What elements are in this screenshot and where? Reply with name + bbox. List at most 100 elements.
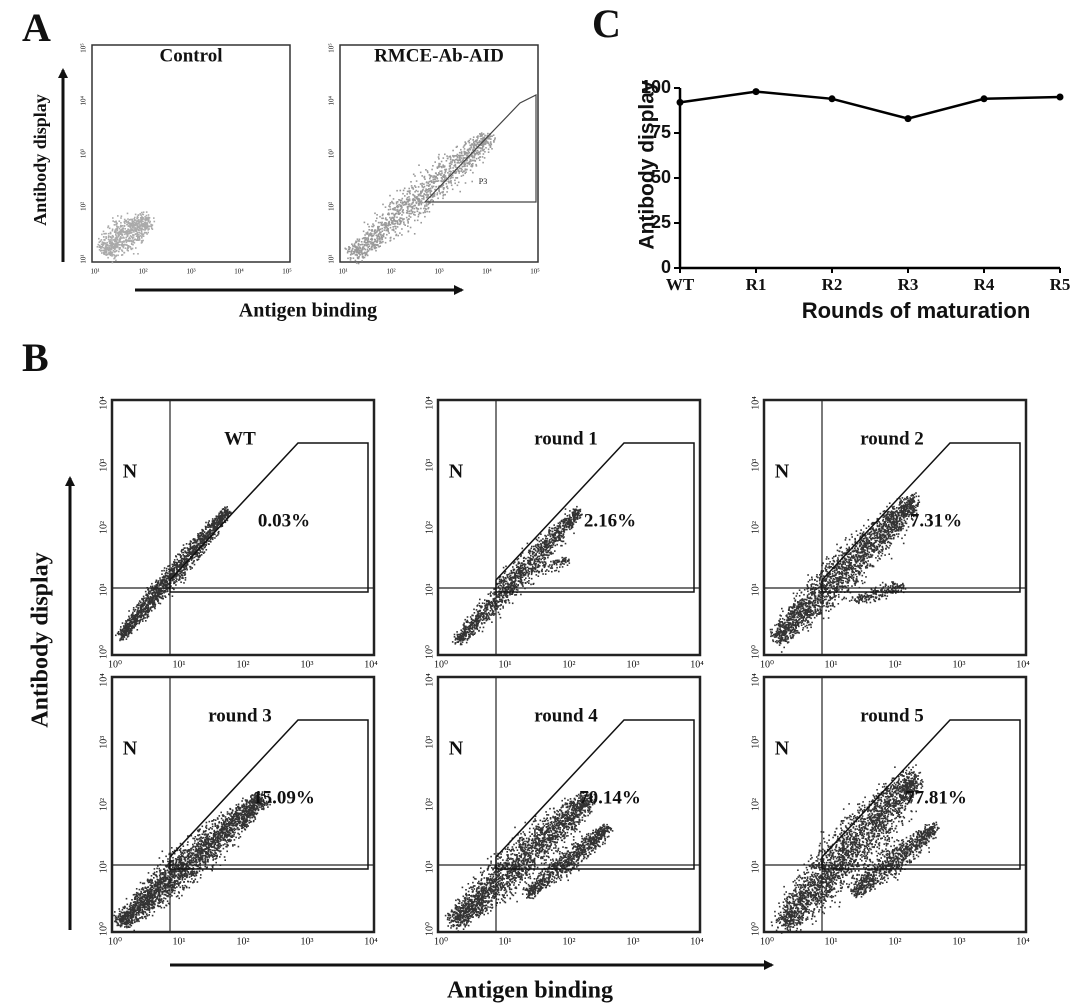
event-dot xyxy=(556,566,558,569)
event-dot xyxy=(120,236,122,239)
event-dot xyxy=(448,181,450,184)
event-dot xyxy=(205,549,208,551)
event-dot xyxy=(372,223,374,225)
event-dot xyxy=(471,143,474,145)
event-dot xyxy=(179,576,181,579)
event-dot xyxy=(122,246,125,249)
event-dot xyxy=(443,165,445,168)
event-dot xyxy=(367,237,369,239)
event-dot xyxy=(361,243,363,246)
event-dot xyxy=(481,619,484,621)
event-dot xyxy=(189,568,192,570)
event-dot xyxy=(517,557,520,560)
event-dot xyxy=(421,195,423,198)
event-dot xyxy=(482,626,485,629)
event-dot xyxy=(442,194,444,197)
event-dot xyxy=(214,525,217,528)
event-dot xyxy=(118,241,121,243)
event-dot xyxy=(366,251,368,254)
y-tick-label: 10⁰ xyxy=(98,645,109,659)
event-dot xyxy=(437,156,440,158)
event-dot xyxy=(461,168,463,171)
event-dot xyxy=(139,224,141,226)
event-dot xyxy=(507,598,509,601)
event-dot xyxy=(142,620,144,622)
event-dot xyxy=(557,522,560,525)
event-dot xyxy=(373,246,375,249)
event-dot xyxy=(547,550,549,552)
event-dot xyxy=(368,229,370,231)
event-dot xyxy=(148,228,150,230)
event-dot xyxy=(424,205,426,208)
event-dot xyxy=(144,608,147,611)
event-dot xyxy=(119,630,122,632)
y-tick-label: 10⁵ xyxy=(80,43,88,53)
event-dot xyxy=(520,567,523,570)
event-dot xyxy=(113,248,116,251)
event-dot xyxy=(144,229,146,231)
event-dot xyxy=(537,536,540,539)
event-dot xyxy=(481,139,483,142)
event-dot xyxy=(536,556,539,559)
event-dot xyxy=(115,234,117,236)
event-dot xyxy=(362,237,365,239)
event-dot xyxy=(112,246,114,248)
event-dot xyxy=(526,542,529,545)
event-dot xyxy=(454,161,456,163)
event-dot xyxy=(516,576,519,579)
event-dot xyxy=(134,227,136,229)
event-dot xyxy=(196,539,198,541)
event-dot xyxy=(140,607,143,610)
event-dot xyxy=(224,515,226,518)
event-dot xyxy=(379,240,381,242)
event-dot xyxy=(157,598,159,600)
event-dot xyxy=(449,165,451,168)
event-dot xyxy=(121,241,123,243)
event-dot xyxy=(562,533,565,536)
event-dot xyxy=(469,138,472,140)
event-dot xyxy=(392,202,395,205)
event-dot xyxy=(143,232,146,234)
event-dot xyxy=(405,216,408,219)
event-dot xyxy=(487,142,490,145)
event-dot xyxy=(216,519,219,522)
event-dot xyxy=(479,626,481,629)
event-dot xyxy=(453,165,455,167)
event-dot xyxy=(429,189,432,192)
event-dot xyxy=(189,542,191,545)
event-dot xyxy=(556,525,559,527)
event-dot xyxy=(520,576,522,578)
event-dot xyxy=(395,220,398,222)
event-dot xyxy=(464,182,467,184)
event-dot xyxy=(184,571,186,573)
event-dot xyxy=(514,594,516,596)
event-dot xyxy=(166,575,169,578)
event-dot xyxy=(203,546,206,549)
event-dot xyxy=(201,551,204,553)
event-dot xyxy=(224,511,227,513)
event-dot xyxy=(387,228,389,231)
event-dot xyxy=(165,581,167,583)
event-dot xyxy=(538,557,541,560)
event-dot xyxy=(138,236,141,239)
event-dot xyxy=(137,611,140,613)
event-dot xyxy=(135,221,137,224)
event-dot xyxy=(368,240,371,243)
event-dot xyxy=(425,181,428,184)
event-dot xyxy=(528,580,530,582)
event-dot xyxy=(393,218,396,221)
event-dot xyxy=(515,570,518,573)
event-dot xyxy=(100,249,103,252)
event-dot xyxy=(499,598,501,601)
event-dot xyxy=(374,240,376,243)
event-dot xyxy=(124,240,127,242)
event-dot xyxy=(538,570,541,573)
event-dot xyxy=(219,521,221,524)
event-dot xyxy=(426,170,429,172)
event-dot xyxy=(107,252,110,254)
event-dot xyxy=(181,569,183,572)
event-dot xyxy=(112,239,115,241)
event-dot xyxy=(413,213,415,216)
event-dot xyxy=(208,536,210,538)
x-tick-label: 10¹ xyxy=(338,268,347,276)
